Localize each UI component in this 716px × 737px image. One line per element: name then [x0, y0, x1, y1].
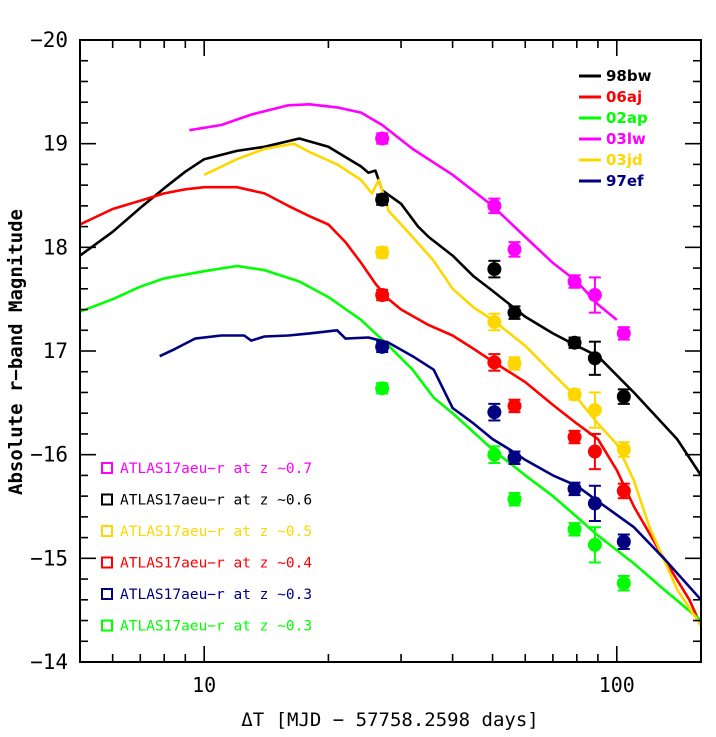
legend-marker [101, 556, 113, 569]
x-axis-label: ΔT [MJD − 57758.2598 days] [241, 709, 538, 731]
data-point [616, 483, 631, 498]
data-point [487, 355, 502, 370]
data-point [616, 442, 631, 457]
data-point [587, 403, 602, 418]
template-lines [80, 103, 701, 627]
data-point [587, 496, 602, 511]
data-point [587, 537, 602, 552]
data-point [616, 534, 631, 549]
data-point [375, 131, 390, 146]
legend-marker [101, 493, 113, 506]
data-point [587, 444, 602, 459]
legend-label: ATLAS17aeu−r at z ~0.3 [120, 587, 312, 603]
data-point [567, 335, 582, 350]
data-point [375, 192, 390, 207]
x-tick-label: 100 [599, 673, 635, 697]
legend-label: 97ef [606, 172, 644, 190]
data-point [487, 198, 502, 213]
y-tick-label: −16 [30, 443, 68, 467]
data-point [507, 492, 522, 507]
data-point [487, 405, 502, 420]
data-point [507, 450, 522, 465]
data-point [587, 288, 602, 303]
data-point [487, 447, 502, 462]
legend-label: 02ap [606, 109, 648, 127]
legend-templates: 98bw 06aj 02ap 03lw 03jd 97ef [579, 67, 652, 190]
y-tick-label: −20 [30, 28, 68, 52]
y-tick-label: 19 [43, 132, 68, 156]
observed-points [375, 131, 631, 592]
series-line-03lw [189, 103, 618, 321]
series-line-06aj [80, 185, 701, 627]
data-point [567, 387, 582, 402]
legend-label: 03jd [606, 151, 643, 169]
data-point [567, 481, 582, 496]
y-axis-label: Absolute r−band Magnitude [5, 209, 27, 495]
data-point [507, 242, 522, 257]
legend-observed: ATLAS17aeu−r at z ~0.7 ATLAS17aeu−r at z … [101, 461, 312, 635]
data-point [375, 339, 390, 354]
data-point [567, 522, 582, 537]
legend-marker [101, 525, 113, 537]
data-point [507, 356, 522, 371]
data-point [375, 288, 390, 303]
data-point [487, 314, 502, 329]
legend-label: ATLAS17aeu−r at z ~0.5 [120, 524, 312, 540]
legend-label: ATLAS17aeu−r at z ~0.6 [120, 493, 312, 509]
data-point [375, 245, 390, 260]
legend-marker [101, 462, 113, 474]
legend-label: 03lw [606, 130, 646, 148]
legend-marker [101, 588, 113, 600]
y-tick-label: −15 [30, 546, 68, 570]
legend-label: ATLAS17aeu−r at z ~0.7 [120, 461, 312, 477]
legend-label: 98bw [606, 67, 652, 85]
legend-label: 06aj [606, 88, 642, 106]
data-point [507, 305, 522, 320]
y-tick-label: −14 [30, 650, 68, 674]
legend-label: ATLAS17aeu−r at z ~0.4 [120, 556, 312, 572]
data-point [507, 398, 522, 413]
series-line-02ap [80, 264, 701, 622]
y-tick-label: 18 [43, 235, 68, 259]
axis-tick-labels: −20 19 18 17 −16 −15 −14 10 100 [30, 28, 635, 697]
axis-ticks [79, 39, 701, 663]
data-point [616, 389, 631, 404]
data-point [567, 274, 582, 289]
data-point [567, 430, 582, 445]
data-point [616, 576, 631, 591]
data-point [375, 381, 390, 396]
legend-label: ATLAS17aeu−r at z ~0.3 [120, 619, 312, 635]
y-tick-label: 17 [43, 339, 68, 363]
x-tick-label: 10 [192, 673, 216, 697]
data-point [616, 326, 631, 341]
legend-marker [101, 619, 113, 632]
data-point [587, 351, 602, 366]
data-point [487, 262, 502, 277]
